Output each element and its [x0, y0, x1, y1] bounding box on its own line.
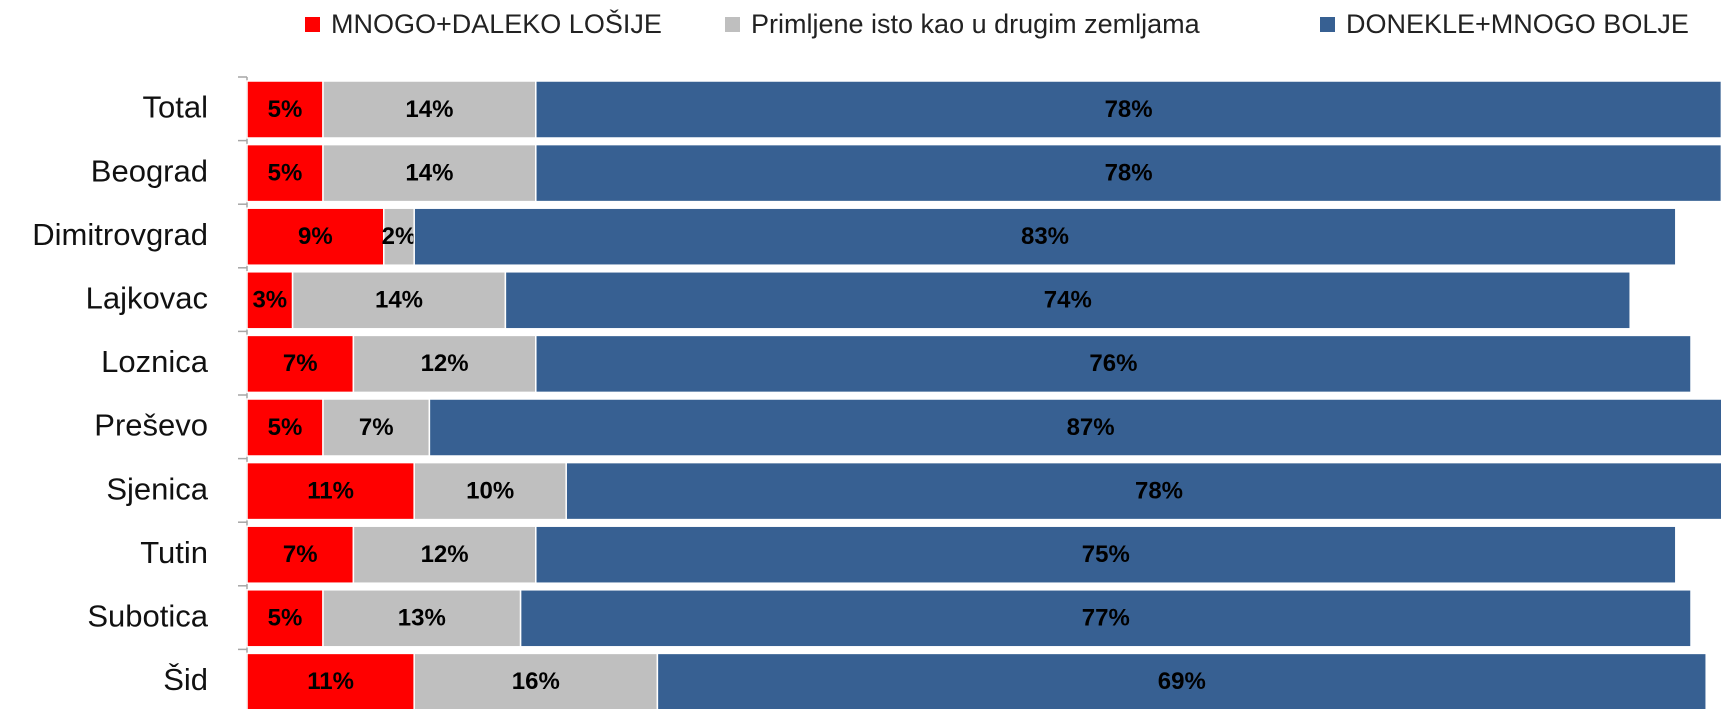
legend-label: Primljene isto kao u drugim zemljama [751, 9, 1201, 39]
category-label: Lajkovac [86, 280, 208, 315]
bar-segment [322, 589, 522, 648]
bar-segment [246, 589, 324, 648]
bar-segment [383, 207, 415, 266]
value-label: 5% [268, 159, 303, 186]
value-label: 14% [405, 96, 453, 123]
category-label: Beograd [91, 153, 208, 188]
bar-segment [246, 271, 294, 330]
bar-segment [565, 461, 1721, 521]
bar-segment [413, 461, 567, 521]
value-label: 16% [512, 668, 560, 695]
value-label: 74% [1044, 287, 1092, 314]
value-label: 78% [1105, 96, 1153, 123]
value-label: 87% [1067, 414, 1115, 441]
bar-segment [246, 143, 324, 203]
bar-segment [322, 80, 537, 139]
legend: MNOGO+DALEKO LOŠIJE Primljene isto kao u … [305, 8, 1689, 39]
value-label: 12% [421, 541, 469, 568]
bar-segment [291, 271, 507, 330]
value-label: 7% [283, 350, 318, 377]
value-label: 10% [466, 477, 514, 504]
bar-segment [428, 398, 1721, 457]
category-label: Total [143, 90, 208, 125]
value-label: 5% [268, 605, 303, 632]
value-label: 5% [268, 414, 303, 441]
value-label: 3% [252, 287, 287, 314]
legend-label: MNOGO+DALEKO LOŠIJE [331, 8, 662, 39]
bar-segment [519, 589, 1692, 648]
category-label: Preševo [94, 408, 208, 443]
value-label: 14% [405, 159, 453, 186]
bar-segment [535, 143, 1721, 203]
category-label: Loznica [101, 344, 209, 379]
bar-segment [246, 652, 415, 709]
bar-segment [413, 207, 1677, 266]
bar-segment [535, 525, 1677, 584]
value-label: 5% [268, 96, 303, 123]
bar-segment [246, 525, 355, 584]
value-label: 11% [307, 477, 354, 504]
legend-swatch [1320, 17, 1335, 32]
category-label: Šid [163, 662, 208, 697]
legend-swatch [725, 17, 740, 32]
value-label: 78% [1105, 159, 1153, 186]
bar-segment [246, 80, 324, 139]
value-label: 77% [1082, 605, 1130, 632]
value-label: 13% [398, 605, 446, 632]
value-label: 11% [307, 668, 354, 695]
category-label: Tutin [140, 535, 208, 570]
value-label: 7% [359, 414, 394, 441]
category-label: Dimitrovgrad [32, 217, 208, 252]
value-label: 76% [1089, 350, 1137, 377]
value-label: 7% [283, 541, 318, 568]
value-label: 14% [375, 287, 423, 314]
legend-label: DONEKLE+MNOGO BOLJE [1346, 9, 1689, 39]
bar-segment [322, 143, 537, 203]
bar-segment [246, 461, 415, 521]
bar-segment [413, 652, 659, 709]
value-label: 2% [382, 223, 417, 250]
bar-segment [322, 398, 431, 457]
value-label: 9% [298, 223, 333, 250]
bar-segment [535, 334, 1692, 394]
legend-swatch [305, 17, 320, 32]
bar-segment [656, 652, 1707, 709]
bar-segment [246, 207, 385, 266]
category-label: Sjenica [106, 471, 208, 506]
bar-segment [535, 80, 1721, 139]
value-label: 75% [1082, 541, 1130, 568]
bar-segment [504, 271, 1631, 330]
bar-segment [352, 525, 537, 584]
category-label: Subotica [87, 598, 208, 633]
value-label: 83% [1021, 223, 1069, 250]
bar-segment [246, 334, 355, 394]
value-label: 78% [1135, 477, 1183, 504]
value-label: 69% [1158, 668, 1206, 695]
value-label: 12% [421, 350, 469, 377]
bar-segment [246, 398, 324, 457]
